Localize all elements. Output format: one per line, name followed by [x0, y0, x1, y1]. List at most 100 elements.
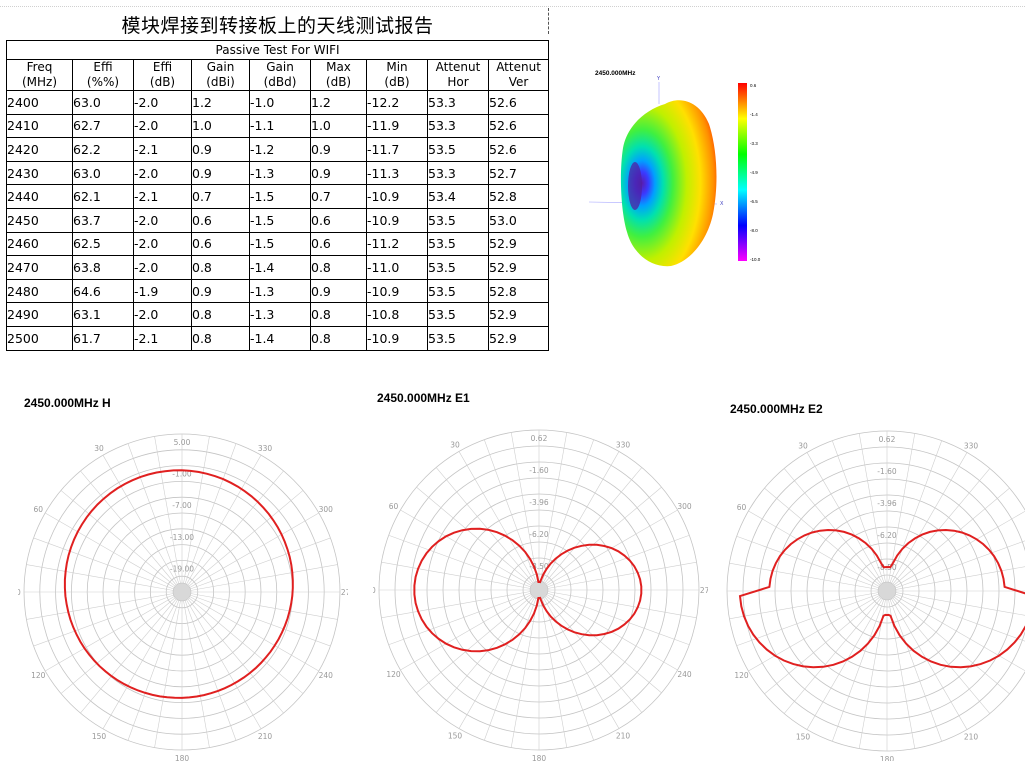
grid-spoke: [80, 591, 183, 714]
table-cell: 53.4: [427, 184, 489, 209]
table-cell: -1.9: [133, 278, 192, 304]
table-cell: 52.7: [487, 160, 550, 186]
angle-label: 30: [450, 441, 460, 450]
table-header-row: Freq (MHz) Effi (%%) Effi (dB) Gain (dBi) Gain (d…: [6, 59, 550, 91]
angle-label: 210: [258, 732, 273, 741]
table-cell: -1.0: [249, 90, 311, 115]
grid-spoke: [181, 564, 338, 593]
grid-spoke: [538, 439, 595, 591]
table-cell: -12.2: [366, 90, 428, 115]
grid-spoke: [886, 566, 1025, 592]
grid-spoke: [458, 451, 540, 591]
table-cell: 2410: [6, 113, 73, 139]
scale-tick-label: -8.0: [750, 228, 758, 233]
table-cell: 1.2: [310, 90, 367, 115]
color-scale-bar: [738, 83, 747, 261]
center-hub: [877, 581, 897, 601]
table-cell: 0.6: [310, 231, 367, 257]
grid-spoke: [783, 590, 888, 714]
table-cell: 2400: [6, 90, 73, 115]
angle-label: 240: [319, 671, 334, 680]
table-cell: 0.9: [310, 137, 367, 162]
grid-spoke: [538, 561, 697, 591]
table-cell: 2450: [6, 207, 73, 233]
grid-spoke: [483, 589, 540, 741]
table-cell: -2.1: [133, 184, 192, 209]
scale-tick-label: -10.0: [750, 257, 761, 262]
table-cell: -1.5: [249, 207, 311, 233]
grid-spoke: [886, 540, 1025, 592]
grid-spoke: [538, 534, 690, 591]
angle-label: 210: [964, 732, 979, 741]
table-row: 2450 63.7 -2.0 0.6 -1.5 0.6 -10.9 53.5 53.0: [6, 207, 550, 233]
ring-label: 0.62: [879, 435, 896, 444]
grid-spoke: [60, 591, 183, 694]
angle-label: 120: [386, 670, 401, 679]
angle-label: 90: [18, 588, 21, 597]
table-cell: 53.0: [487, 207, 550, 233]
radiation-trace: [413, 527, 643, 653]
table-cell: 53.5: [427, 231, 489, 257]
column-header-name: Attenut: [496, 60, 541, 74]
column-header-name: Effi: [152, 60, 173, 74]
grid-spoke: [886, 452, 968, 592]
angle-label: 180: [532, 754, 547, 761]
grid-spoke: [886, 590, 943, 742]
grid-spoke: [764, 590, 888, 695]
column-header: Attenut Hor: [427, 59, 489, 91]
grid-spoke: [381, 561, 540, 591]
table-cell: 53.5: [427, 325, 489, 351]
angle-label: 330: [964, 442, 979, 451]
radiation-lobe-3d: [620, 100, 717, 267]
grid-spoke: [181, 455, 262, 593]
angle-label: 210: [616, 731, 631, 740]
ring-label: -6.20: [529, 530, 549, 539]
ring-label: -19.00: [170, 564, 194, 573]
table-cell: -2.0: [133, 90, 192, 115]
radiation-trace: [738, 528, 1025, 669]
column-header-name: Freq: [26, 60, 53, 74]
grid-spoke: [886, 590, 1025, 642]
table-cell: 62.2: [72, 137, 134, 162]
table-cell: -1.1: [249, 113, 311, 139]
grid-spoke: [538, 589, 678, 671]
table-cell: 52.6: [487, 113, 550, 139]
table-cell: 2470: [6, 255, 73, 280]
table-cell: -10.9: [366, 278, 428, 304]
table-cell: 62.5: [72, 231, 134, 257]
table-cell: 2430: [6, 160, 73, 186]
grid-spoke: [886, 510, 1025, 592]
grid-spoke: [538, 486, 662, 591]
report-title: 模块焊接到转接板上的天线测试报告: [121, 14, 434, 37]
angle-label: 330: [616, 441, 631, 450]
table-cell: 2480: [6, 278, 73, 304]
grid-spoke: [181, 490, 304, 593]
table-cell: 53.5: [427, 255, 489, 280]
angle-label: 120: [31, 671, 46, 680]
table-cell: 2420: [6, 137, 73, 162]
grid-spoke: [886, 590, 991, 714]
grid-spoke: [102, 591, 183, 729]
ring-label: -7.00: [172, 501, 192, 510]
table-cell: -2.0: [133, 231, 192, 257]
scale-tick-label: -1.4: [750, 112, 758, 117]
scale-tick-label: -4.9: [750, 170, 758, 175]
grid-spoke: [510, 589, 540, 748]
grid-spoke: [181, 512, 319, 593]
table-cell: -1.2: [249, 137, 311, 162]
table-cell: 2490: [6, 302, 73, 327]
table-cell: -11.9: [366, 113, 428, 139]
table-cell: 0.8: [191, 302, 250, 327]
table-cell: -1.4: [249, 255, 311, 280]
center-hub: [529, 580, 549, 600]
column-header-unit: (dB): [384, 75, 410, 89]
table-cell: 0.6: [191, 231, 250, 257]
column-header: Gain (dBd): [249, 59, 311, 91]
grid-spoke: [538, 467, 643, 591]
y-axis-label: Y: [656, 76, 661, 82]
table-cell: 0.6: [310, 207, 367, 233]
angle-label: 150: [796, 732, 811, 741]
table-row: 2440 62.1 -2.1 0.7 -1.5 0.7 -10.9 53.4 52.8: [6, 184, 550, 209]
table-cell: -1.3: [249, 160, 311, 186]
angle-label: 150: [92, 732, 107, 741]
